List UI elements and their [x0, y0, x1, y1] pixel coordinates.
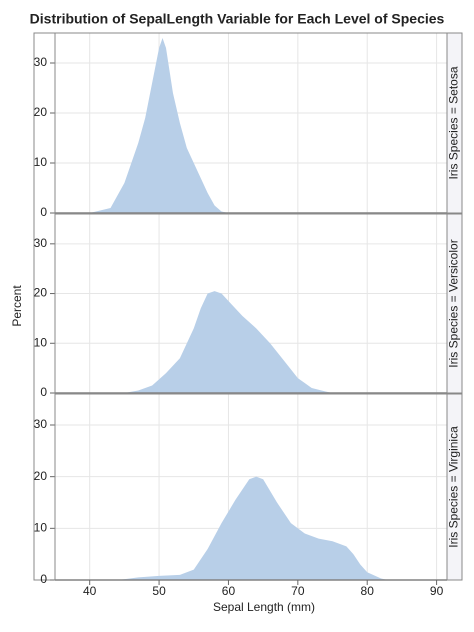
strip-label: Iris Species = Setosa [447, 66, 461, 179]
x-tick-label: 90 [430, 584, 444, 598]
y-tick-label: 20 [34, 469, 48, 483]
y-tick-label: 20 [34, 286, 48, 300]
x-tick-label: 50 [152, 584, 166, 598]
y-tick-label: 10 [34, 521, 48, 535]
x-tick-label: 40 [83, 584, 97, 598]
y-tick-label: 10 [34, 155, 48, 169]
x-tick-label: 60 [222, 584, 236, 598]
y-tick-label: 30 [34, 417, 48, 431]
y-axis-label: Percent [10, 285, 24, 327]
density-area [124, 291, 333, 393]
y-tick-label: 0 [40, 572, 47, 586]
strip-label: Iris Species = Versicolor [447, 239, 461, 367]
strip [446, 213, 463, 394]
density-area [89, 38, 229, 213]
chart-title: Distribution of SepalLength Variable for… [30, 11, 445, 27]
y-tick-label: 0 [40, 205, 47, 219]
x-tick-label: 80 [361, 584, 375, 598]
density-area [117, 476, 389, 580]
y-tick-label: 30 [34, 236, 48, 250]
strip [446, 32, 463, 214]
y-tick-label: 30 [34, 55, 48, 69]
panel-border [54, 32, 448, 214]
y-tick-label: 0 [40, 385, 47, 399]
strip [446, 393, 463, 581]
x-tick-label: 70 [291, 584, 305, 598]
x-axis-label: Sepal Length (mm) [213, 600, 315, 614]
strip-label: Iris Species = Virginica [447, 426, 461, 548]
y-tick-label: 10 [34, 335, 48, 349]
y-tick-label: 20 [34, 105, 48, 119]
